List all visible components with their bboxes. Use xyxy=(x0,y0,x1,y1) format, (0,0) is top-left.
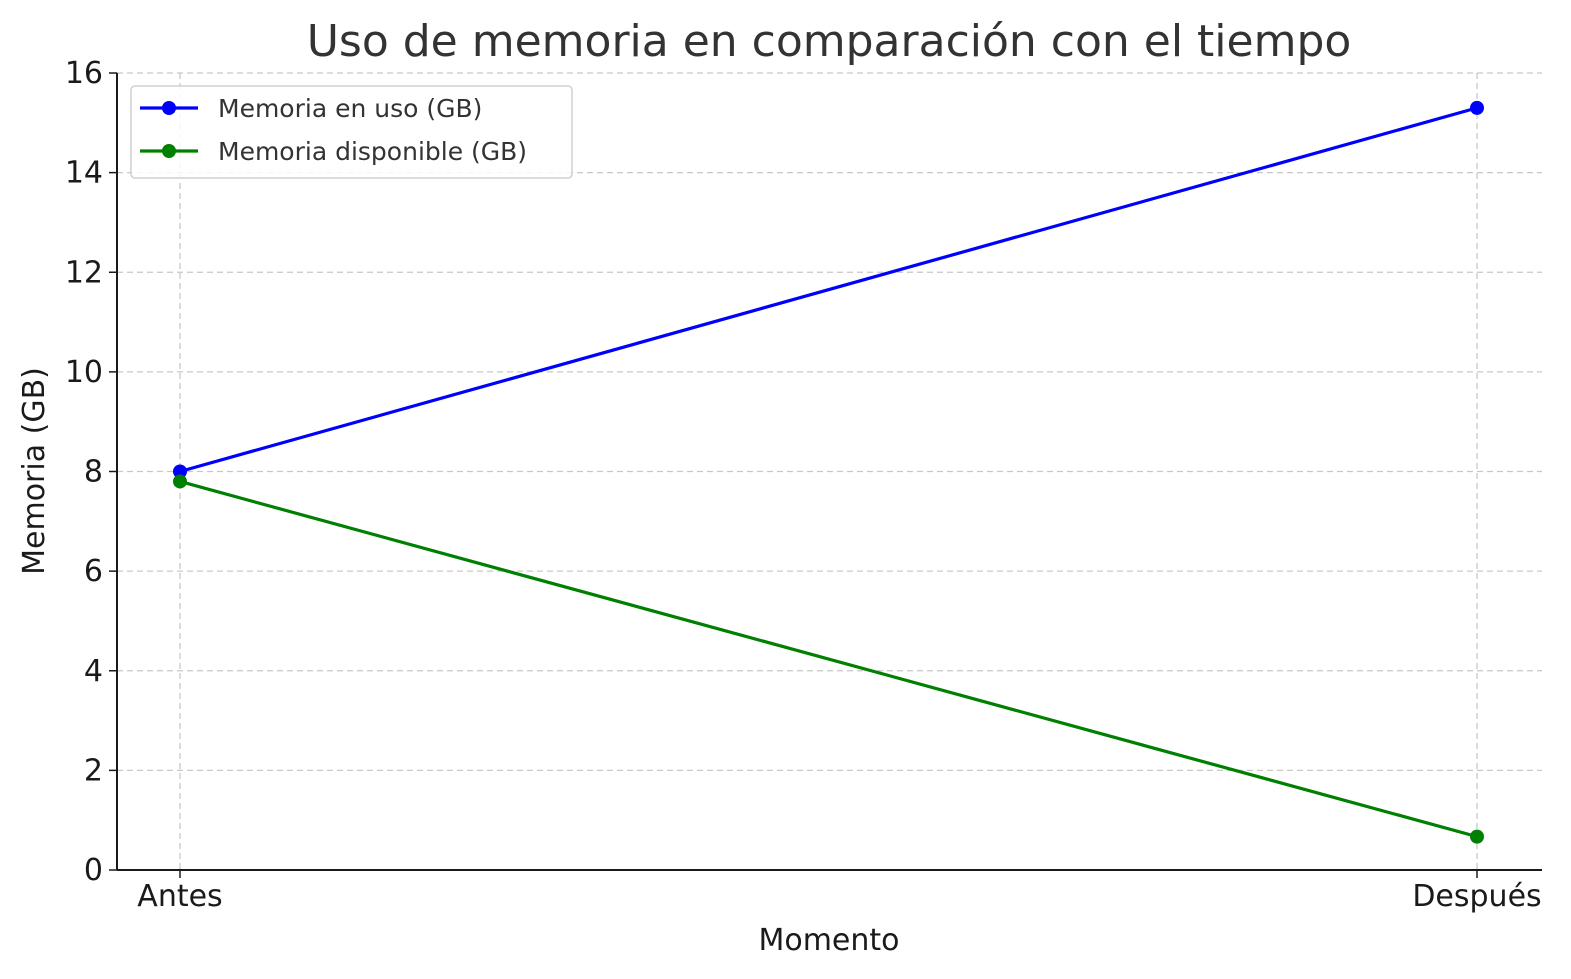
legend: Memoria en uso (GB) Memoria disponible (G… xyxy=(130,85,573,179)
y-tick-label: 14 xyxy=(65,156,103,191)
y-tick-label: 8 xyxy=(84,455,103,490)
x-tick-label: Después xyxy=(1412,879,1541,914)
chart-title: Uso de memoria en comparación con el tie… xyxy=(307,16,1352,67)
y-tick-label: 2 xyxy=(84,753,103,788)
y-tick-label: 12 xyxy=(65,255,103,290)
legend-label-2: Memoria disponible (GB) xyxy=(218,137,527,166)
y-tick-label: 0 xyxy=(84,853,103,888)
series-line-2 xyxy=(179,479,1478,839)
legend-marker-2 xyxy=(162,144,176,158)
data-point-2-1 xyxy=(173,474,187,489)
y-tick-label: 4 xyxy=(84,654,103,689)
y-axis-label: Memoria (GB) xyxy=(17,367,52,575)
legend-label-1: Memoria en uso (GB) xyxy=(218,94,482,123)
series xyxy=(173,100,1484,844)
legend-box xyxy=(130,85,573,179)
y-tick-label: 16 xyxy=(65,56,103,91)
x-axis-label: Momento xyxy=(758,923,899,958)
legend-marker-1 xyxy=(162,101,176,115)
y-tick-label: 10 xyxy=(65,355,103,390)
y-ticks: 0 2 4 6 8 10 12 14 16 xyxy=(65,56,117,888)
x-tick-label: Antes xyxy=(137,879,222,914)
data-point-1-2 xyxy=(1470,100,1484,115)
series-line-1 xyxy=(179,106,1478,474)
data-point-2-2 xyxy=(1470,829,1484,844)
grid-lines xyxy=(117,72,1542,870)
y-tick-label: 6 xyxy=(84,554,103,589)
x-ticks: Antes Después xyxy=(137,870,1542,914)
data-point-1-1 xyxy=(173,464,187,479)
